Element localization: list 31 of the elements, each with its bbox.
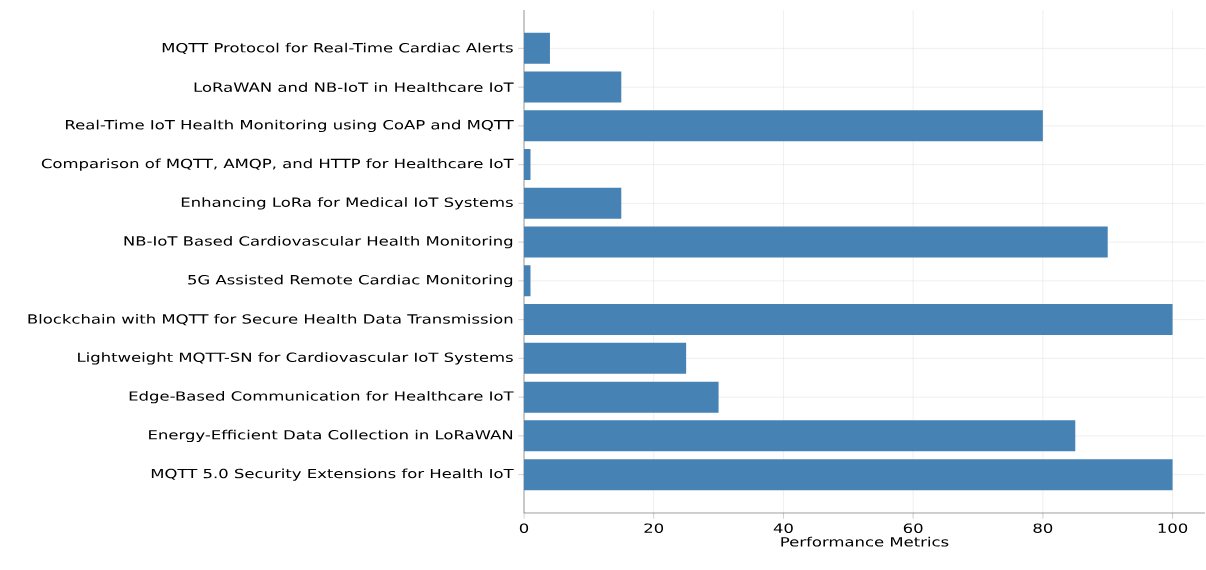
x-tick-label: 80 bbox=[1033, 523, 1053, 533]
bar bbox=[524, 149, 531, 181]
y-tick-label: Real-Time IoT Health Monitoring using CoAP and MQTT bbox=[66, 119, 514, 132]
bar bbox=[524, 265, 531, 297]
bar bbox=[524, 342, 687, 374]
x-axis-title: Performance Metrics bbox=[781, 536, 949, 547]
y-tick-label: Lightweight MQTT-SN for Cardiovascular IoT Systems bbox=[78, 352, 513, 365]
y-tick-label: Comparison of MQTT, AMQP, and HTTP for Healthcare IoT bbox=[41, 158, 514, 171]
y-tick-label: Blockchain with MQTT for Secure Health Data Transmission bbox=[28, 314, 513, 326]
x-tick-label: 60 bbox=[903, 523, 923, 533]
y-tick-label: 5G Assisted Remote Cardiac Monitoring bbox=[188, 274, 513, 287]
bar bbox=[524, 187, 622, 219]
y-tick-label: Edge-Based Communication for Healthcare IoT bbox=[129, 391, 514, 404]
y-tick-label: LoRaWAN and NB-IoT in Healthcare IoT bbox=[194, 82, 514, 93]
bar bbox=[524, 71, 622, 103]
x-tick-label: 100 bbox=[1158, 523, 1188, 533]
x-tick-label: 0 bbox=[519, 523, 529, 533]
x-tick-label: 20 bbox=[644, 523, 664, 533]
bar bbox=[524, 459, 1173, 491]
y-tick-label: NB-IoT Based Cardiovascular Health Monitoring bbox=[124, 235, 513, 249]
y-tick-label: Enhancing LoRa for Medical IoT Systems bbox=[181, 197, 513, 210]
bar bbox=[524, 32, 550, 64]
bar bbox=[524, 110, 1043, 142]
bar bbox=[524, 304, 1173, 336]
bar bbox=[524, 420, 1076, 452]
y-tick-label: MQTT 5.0 Security Extensions for Health IoT bbox=[151, 468, 514, 481]
x-tick-label: 40 bbox=[773, 523, 793, 533]
bar bbox=[524, 381, 719, 413]
bar bbox=[524, 226, 1108, 258]
y-tick-label: MQTT Protocol for Real-Time Cardiac Alerts bbox=[162, 42, 513, 54]
y-tick-label: Energy-Efficient Data Collection in LoRaWAN bbox=[149, 429, 513, 443]
